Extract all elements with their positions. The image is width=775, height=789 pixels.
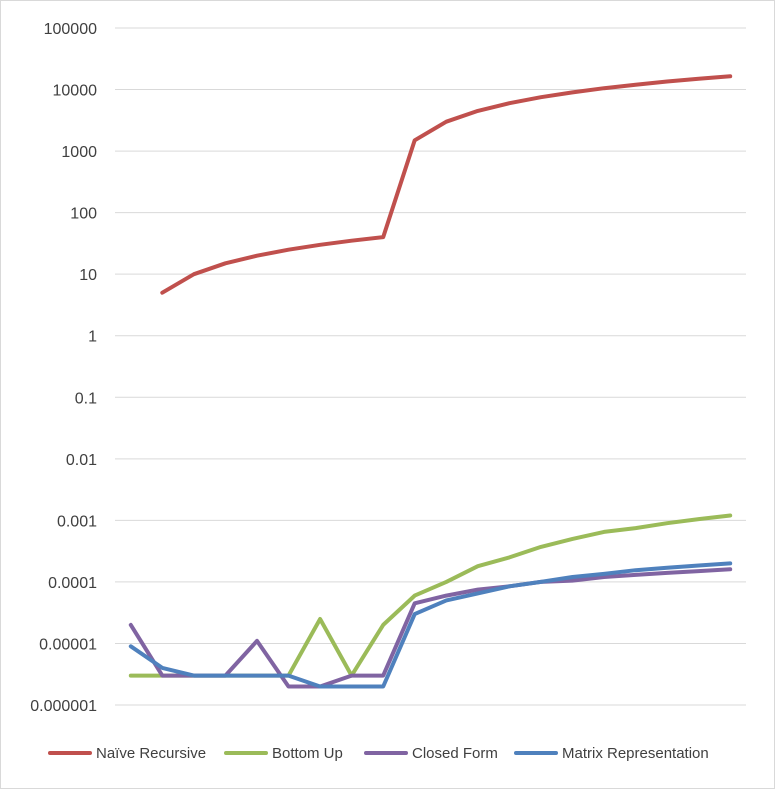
y-tick-label: 10000 (53, 83, 98, 100)
legend-label: Bottom Up (272, 745, 343, 762)
y-tick-label: 10 (79, 267, 97, 284)
gridlines (115, 27, 746, 706)
y-tick-label: 100 (70, 206, 97, 223)
y-tick-label: 1 (88, 329, 97, 346)
legend-item: Matrix Representation (514, 745, 709, 762)
series-lines (128, 74, 733, 689)
y-tick-label: 0.00001 (39, 636, 97, 653)
series-line-1 (128, 513, 733, 678)
legend-item: Bottom Up (224, 745, 343, 762)
y-axis-tick-labels: 100000 10000 1000 100 10 1 0.1 0.01 0.001 0.0001 0… (30, 21, 97, 715)
y-tick-label: 0.000001 (30, 698, 97, 715)
legend: Naïve Recursive Bottom Up Closed Form Matri… (48, 745, 709, 762)
series-line-0 (160, 74, 733, 295)
y-tick-label: 0.1 (75, 390, 97, 407)
legend-label: Matrix Representation (562, 745, 709, 762)
y-tick-label: 0.0001 (48, 575, 97, 592)
y-tick-label: 100000 (44, 21, 97, 38)
y-tick-label: 0.01 (66, 452, 97, 469)
legend-item: Closed Form (364, 745, 498, 762)
series-line-3 (128, 561, 733, 689)
y-tick-label: 0.001 (57, 513, 97, 530)
series-line-2 (128, 567, 733, 689)
legend-label: Closed Form (412, 745, 498, 762)
y-tick-label: 1000 (61, 144, 97, 161)
legend-item: Naïve Recursive (48, 745, 206, 762)
legend-label: Naïve Recursive (96, 745, 206, 762)
